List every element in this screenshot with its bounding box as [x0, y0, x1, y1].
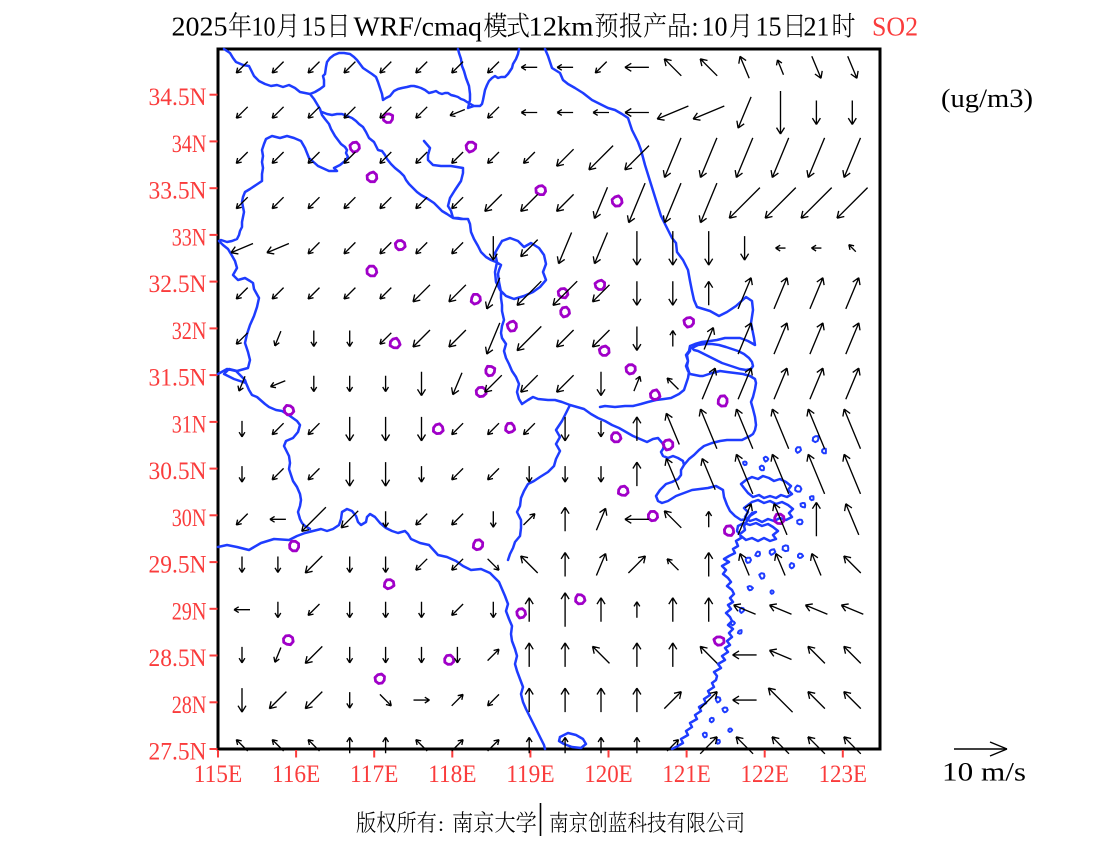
- svg-text:34N: 34N: [172, 131, 207, 158]
- svg-text::: :: [438, 814, 444, 836]
- svg-text:116E: 116E: [272, 761, 320, 788]
- svg-text:(ug/m3): (ug/m3): [941, 84, 1033, 113]
- svg-text:15: 15: [756, 12, 782, 42]
- svg-text:117E: 117E: [350, 761, 398, 788]
- svg-text:120E: 120E: [584, 761, 632, 788]
- svg-text:31.5N: 31.5N: [149, 365, 207, 392]
- svg-text:121E: 121E: [662, 761, 710, 788]
- svg-text:32.5N: 32.5N: [149, 271, 207, 298]
- svg-text:15: 15: [302, 12, 326, 42]
- svg-text:10 m/s: 10 m/s: [942, 758, 1026, 787]
- svg-text:30.5N: 30.5N: [149, 458, 207, 485]
- svg-text:28.5N: 28.5N: [149, 645, 207, 672]
- svg-text:119E: 119E: [506, 761, 554, 788]
- svg-text:10: 10: [252, 12, 276, 42]
- svg-text:34.5N: 34.5N: [149, 84, 207, 111]
- svg-text:33.5N: 33.5N: [149, 178, 207, 205]
- svg-text:29.5N: 29.5N: [149, 552, 207, 579]
- svg-text:29N: 29N: [172, 598, 207, 625]
- svg-text:12km: 12km: [529, 12, 594, 42]
- svg-text:33N: 33N: [172, 224, 207, 251]
- svg-text:31N: 31N: [172, 411, 207, 438]
- svg-text:SO2: SO2: [872, 12, 918, 42]
- svg-text:2025: 2025: [172, 12, 228, 42]
- svg-text:115E: 115E: [194, 761, 242, 788]
- svg-text:30N: 30N: [172, 505, 207, 532]
- svg-text:118E: 118E: [428, 761, 476, 788]
- svg-text:122E: 122E: [741, 761, 789, 788]
- svg-text:21: 21: [804, 12, 830, 42]
- svg-text:123E: 123E: [819, 761, 867, 788]
- svg-text:WRF/cmaq: WRF/cmaq: [354, 12, 483, 42]
- svg-text:28N: 28N: [172, 692, 207, 719]
- svg-text::: :: [692, 12, 699, 42]
- svg-text:27.5N: 27.5N: [149, 739, 207, 766]
- svg-text:10: 10: [702, 12, 728, 42]
- svg-text:32N: 32N: [172, 318, 207, 345]
